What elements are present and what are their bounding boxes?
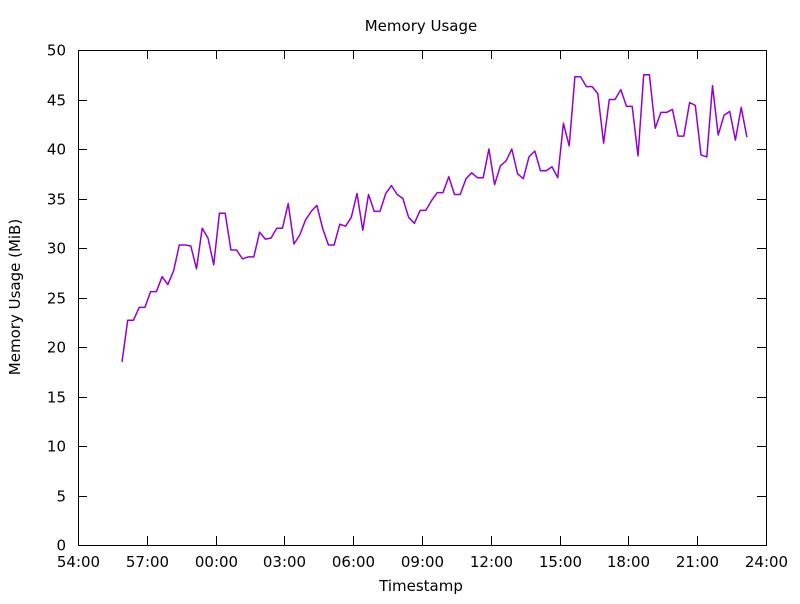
x-tick-label: 57:00 — [126, 553, 169, 571]
y-axis-ticks: 0 5 10 15 20 25 30 35 40 45 50 — [47, 42, 766, 555]
y-tick-label: 45 — [47, 92, 66, 110]
y-tick-label: 15 — [47, 389, 66, 407]
chart-title: Memory Usage — [365, 17, 478, 35]
y-axis-label: Memory Usage (MiB) — [6, 219, 24, 375]
plot-frame — [78, 50, 767, 546]
x-tick-label: 21:00 — [676, 553, 719, 571]
y-tick-label: 40 — [47, 141, 66, 159]
x-tick-label: 03:00 — [263, 553, 306, 571]
y-tick-label: 50 — [47, 42, 66, 60]
x-tick-label: 15:00 — [539, 553, 582, 571]
y-tick-label: 30 — [47, 240, 66, 258]
x-tick-label: 00:00 — [195, 553, 238, 571]
y-tick-label: 0 — [56, 537, 66, 555]
x-tick-label: 12:00 — [470, 553, 513, 571]
x-tick-label: 06:00 — [332, 553, 375, 571]
x-tick-label: 09:00 — [401, 553, 444, 571]
x-tick-label: 24:00 — [745, 553, 788, 571]
x-axis-label: Timestamp — [378, 577, 463, 595]
y-tick-label: 25 — [47, 290, 66, 308]
series-line-memory-usage — [121, 74, 748, 363]
y-tick-label: 35 — [47, 191, 66, 209]
y-tick-label: 5 — [56, 488, 66, 506]
y-tick-label: 20 — [47, 339, 66, 357]
y-tick-label: 10 — [47, 438, 66, 456]
x-tick-label: 18:00 — [607, 553, 650, 571]
x-axis-ticks: 54:00 57:00 00:00 03:00 06:00 09:00 12:00 15:00… — [57, 50, 788, 571]
x-tick-label: 54:00 — [57, 553, 100, 571]
